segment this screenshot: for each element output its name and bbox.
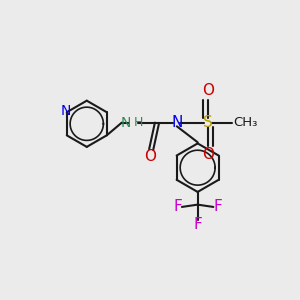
Text: H: H (134, 116, 143, 129)
Text: F: F (173, 200, 182, 214)
Text: O: O (202, 147, 214, 162)
Text: F: F (193, 217, 202, 232)
Text: N: N (60, 104, 71, 118)
Text: O: O (144, 148, 156, 164)
Text: S: S (203, 115, 213, 130)
Text: N: N (171, 115, 182, 130)
Text: N: N (120, 116, 130, 130)
Text: F: F (213, 200, 222, 214)
Text: CH₃: CH₃ (233, 116, 258, 129)
Text: O: O (202, 83, 214, 98)
